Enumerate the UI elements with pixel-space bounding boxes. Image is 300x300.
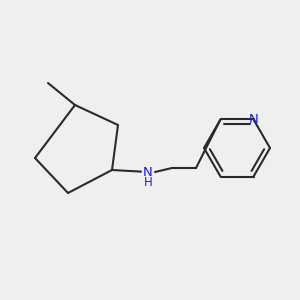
Text: N: N bbox=[249, 113, 258, 126]
Text: H: H bbox=[144, 176, 152, 190]
Text: N: N bbox=[143, 166, 153, 178]
